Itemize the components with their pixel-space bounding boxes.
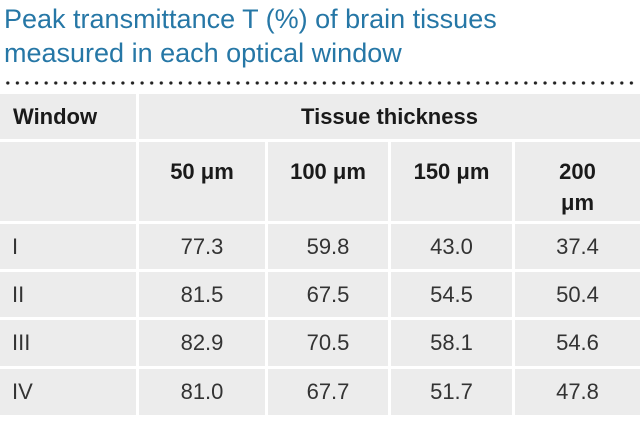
- column-header-150um: 150 μm: [391, 142, 512, 221]
- table-cell: 37.4: [515, 224, 640, 269]
- transmittance-table: Window Tissue thickness 50 μm 100 μm 150…: [0, 94, 640, 422]
- table-cell: 54.6: [515, 320, 640, 366]
- row-label-window-iii: III: [0, 320, 136, 366]
- table-cell: 51.7: [391, 369, 512, 415]
- table-cell: 70.5: [268, 320, 388, 366]
- table-title: Peak transmittance T (%) of brain tissue…: [4, 2, 634, 70]
- table-cell: 59.8: [268, 224, 388, 269]
- column-header-50um: 50 μm: [139, 142, 265, 221]
- table-cell: 54.5: [391, 272, 512, 317]
- table-cell: 43.0: [391, 224, 512, 269]
- row-label-window-i: I: [0, 224, 136, 269]
- table-cell: 82.9: [139, 320, 265, 366]
- column-header-100um: 100 μm: [268, 142, 388, 221]
- window-header: Window: [0, 94, 136, 139]
- dotted-divider: [3, 80, 637, 86]
- table-cell: 67.5: [268, 272, 388, 317]
- row-label-window-iv: IV: [0, 369, 136, 415]
- column-header-200um: 200 μm: [515, 142, 640, 221]
- empty-header-cell: [0, 142, 136, 221]
- table-cell: 81.0: [139, 369, 265, 415]
- table-cell: 50.4: [515, 272, 640, 317]
- row-label-window-ii: II: [0, 272, 136, 317]
- table-cell: 67.7: [268, 369, 388, 415]
- table-cell: 81.5: [139, 272, 265, 317]
- title-line-1: Peak transmittance T (%) of brain tissue…: [4, 4, 497, 34]
- table-cell: 77.3: [139, 224, 265, 269]
- table-cell: 47.8: [515, 369, 640, 415]
- title-line-2: measured in each optical window: [4, 38, 402, 68]
- table-cell: 58.1: [391, 320, 512, 366]
- tissue-thickness-header: Tissue thickness: [139, 94, 640, 139]
